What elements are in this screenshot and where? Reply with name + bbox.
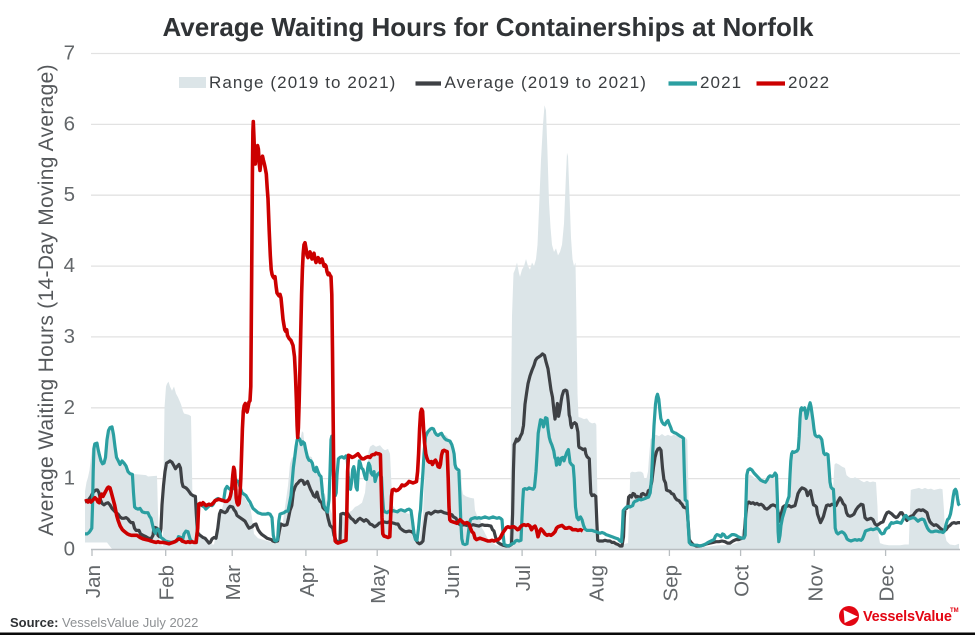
svg-text:Aug: Aug bbox=[586, 565, 609, 601]
svg-text:1: 1 bbox=[64, 467, 75, 490]
svg-text:6: 6 bbox=[64, 112, 75, 135]
svg-text:Average Waiting Hours for Cont: Average Waiting Hours for Containerships… bbox=[162, 12, 814, 42]
svg-text:2: 2 bbox=[64, 396, 75, 419]
svg-text:Jul: Jul bbox=[512, 565, 535, 591]
svg-text:4: 4 bbox=[64, 254, 75, 277]
svg-text:2021: 2021 bbox=[700, 73, 742, 92]
svg-text:Apr: Apr bbox=[296, 565, 319, 597]
svg-text:Average Waiting Hours (14-Day: Average Waiting Hours (14-Day Moving Ave… bbox=[35, 64, 58, 536]
svg-text:VesselsValue: VesselsValue bbox=[863, 609, 952, 625]
svg-text:3: 3 bbox=[64, 325, 75, 348]
svg-text:Average (2019 to 2021): Average (2019 to 2021) bbox=[445, 73, 648, 92]
svg-text:Dec: Dec bbox=[876, 565, 899, 601]
svg-text:7: 7 bbox=[64, 42, 75, 65]
svg-text:Nov: Nov bbox=[804, 564, 827, 601]
svg-text:Feb: Feb bbox=[156, 565, 179, 600]
svg-text:5: 5 bbox=[64, 183, 75, 206]
svg-text:TM: TM bbox=[950, 608, 959, 614]
svg-text:Oct: Oct bbox=[731, 565, 754, 597]
svg-text:May: May bbox=[367, 564, 390, 603]
svg-text:Range (2019 to 2021): Range (2019 to 2021) bbox=[209, 73, 396, 92]
svg-text:2022: 2022 bbox=[788, 73, 830, 92]
svg-text:Jan: Jan bbox=[82, 565, 105, 598]
svg-text:Source: VesselsValue July 2022: Source: VesselsValue July 2022 bbox=[10, 615, 198, 630]
svg-text:0: 0 bbox=[64, 538, 75, 561]
svg-text:Sep: Sep bbox=[659, 565, 682, 601]
svg-text:Jun: Jun bbox=[441, 565, 464, 598]
svg-text:Mar: Mar bbox=[222, 565, 245, 600]
